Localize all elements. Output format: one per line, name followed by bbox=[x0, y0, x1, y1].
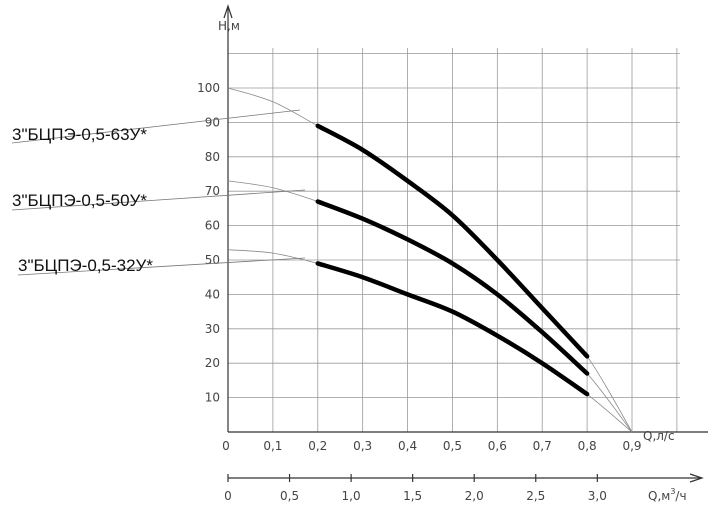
x2-tick-label: 2,0 bbox=[465, 489, 484, 503]
series-working-curve bbox=[315, 123, 590, 359]
y-axis-title: Н,м bbox=[218, 19, 240, 33]
y-tick-label: 10 bbox=[205, 391, 220, 405]
series-leader-line bbox=[17, 257, 306, 276]
x-tick-label: 0,5 bbox=[443, 439, 462, 453]
x-tick-label: 0,1 bbox=[263, 439, 282, 453]
x-tick-label: 0,7 bbox=[533, 439, 552, 453]
x2-axis-title-sup: 3 bbox=[670, 487, 675, 496]
y-tick-label: 60 bbox=[205, 219, 220, 233]
x2-axis-title-main: Q,м bbox=[648, 489, 670, 503]
y-tick-label: 80 bbox=[205, 150, 220, 164]
series-thin-curve bbox=[227, 180, 633, 433]
y-tick-label: 50 bbox=[205, 253, 220, 267]
series-label: 3"БЦПЭ-0,5-32У* bbox=[18, 256, 153, 275]
x2-axis-title-tail: /ч bbox=[675, 489, 686, 503]
y-axis-arrow bbox=[223, 4, 233, 19]
series-label: 3"БЦПЭ-0,5-50У* bbox=[12, 191, 147, 210]
series-label: 3"БЦПЭ-0,5-63У* bbox=[12, 125, 147, 144]
y-tick-label: 30 bbox=[205, 322, 220, 336]
axes bbox=[223, 4, 708, 483]
y-tick-label: 90 bbox=[205, 115, 220, 129]
x-axis-title: Q,л/с bbox=[643, 429, 675, 443]
x2-tick-label: 1,0 bbox=[342, 489, 361, 503]
x2-tick-label: 0,5 bbox=[280, 489, 299, 503]
x2-axis-arrow bbox=[689, 473, 704, 483]
x-tick-label: 0 bbox=[222, 439, 230, 453]
x2-tick-label: 3,0 bbox=[588, 489, 607, 503]
x-tick-label: 0,4 bbox=[398, 439, 417, 453]
y-tick-label: 40 bbox=[205, 287, 220, 301]
y-tick-label: 20 bbox=[205, 356, 220, 370]
x2-tick-label: 2,5 bbox=[526, 489, 545, 503]
x-tick-label: 0,6 bbox=[488, 439, 507, 453]
series-labels: 3"БЦПЭ-0,5-63У* 3"БЦПЭ-0,5-50У* 3"БЦПЭ-0,5… bbox=[11, 109, 306, 276]
x2-axis-title: Q,м3/ч bbox=[648, 487, 687, 503]
x-tick-label: 0,2 bbox=[308, 439, 327, 453]
y-tick-label: 70 bbox=[205, 184, 220, 198]
x-tick-label: 0,8 bbox=[578, 439, 597, 453]
series-leader-line bbox=[11, 109, 301, 144]
curves bbox=[227, 87, 633, 433]
x-tick-label: 0,9 bbox=[622, 439, 641, 453]
series-working-curve bbox=[315, 261, 590, 397]
series-leader-line bbox=[11, 189, 306, 211]
grid bbox=[228, 48, 680, 432]
x-tick-label: 0,3 bbox=[353, 439, 372, 453]
tick-labels: 10 20 30 40 50 60 70 80 90 100 0 0,1 0,2 0,3 0,4 0,5 0,6… bbox=[197, 81, 641, 503]
series-working-curve bbox=[315, 199, 590, 376]
x2-tick-label: 0 bbox=[224, 489, 232, 503]
y-tick-label: 100 bbox=[197, 81, 220, 95]
x2-tick-label: 1,5 bbox=[403, 489, 422, 503]
